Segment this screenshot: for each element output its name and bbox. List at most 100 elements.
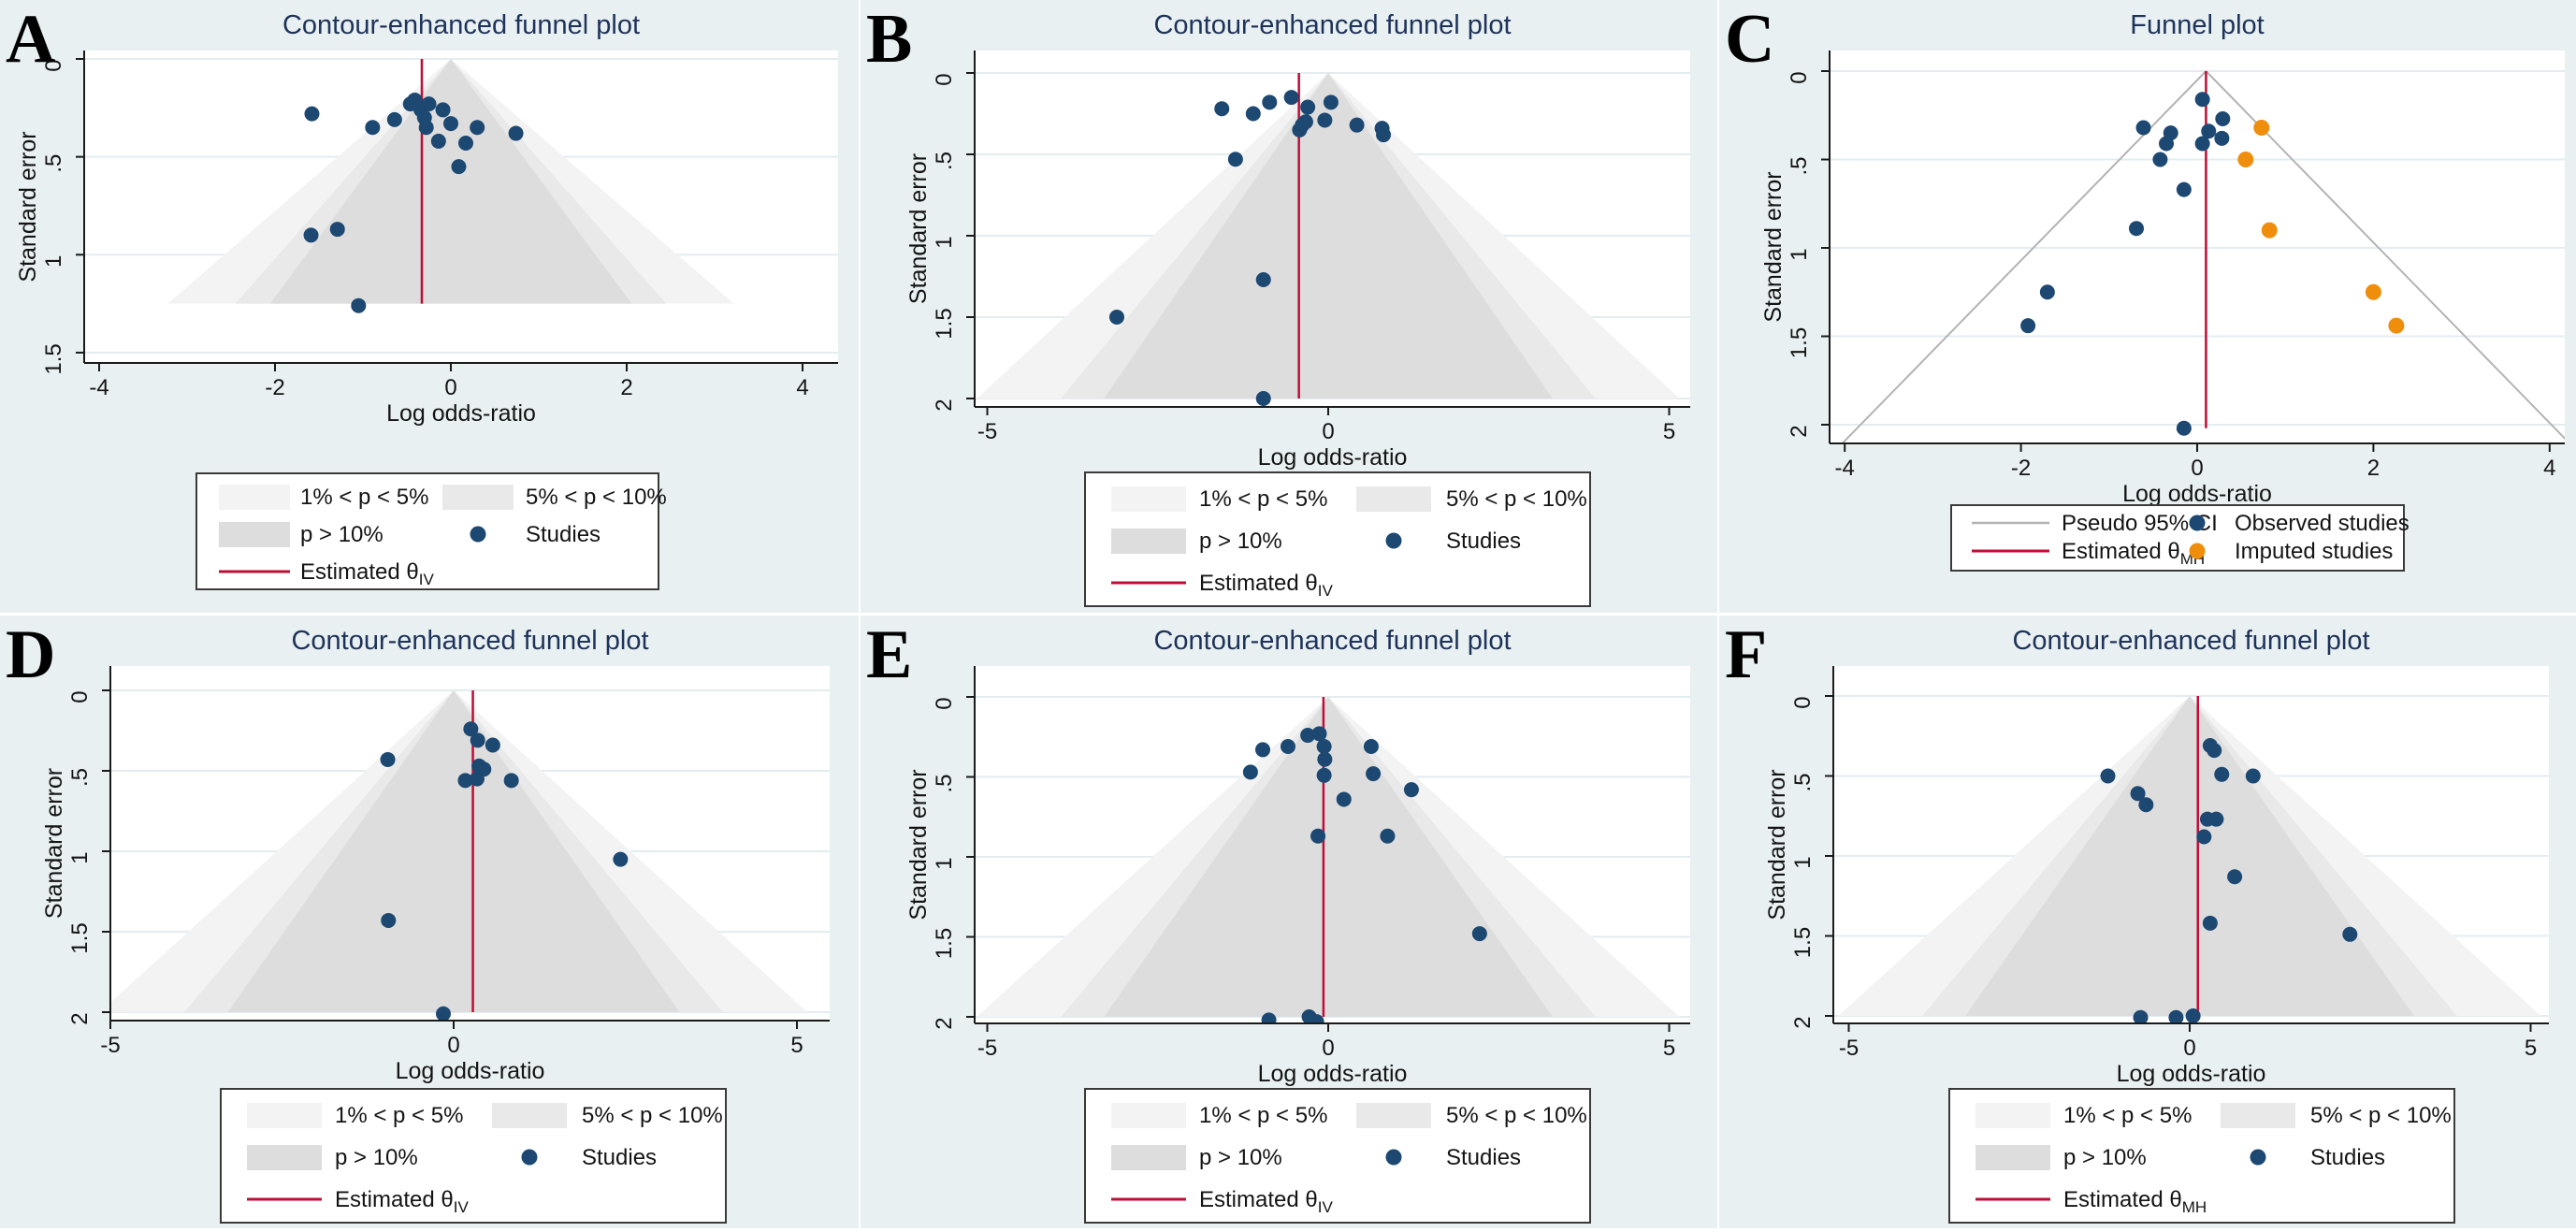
x-tick-label: -5 <box>1839 1036 1859 1061</box>
legend-swatch-p10 <box>247 1145 322 1170</box>
x-tick-label: 5 <box>1663 1036 1675 1061</box>
study-dot <box>430 133 446 149</box>
observed-study-dot <box>2152 152 2168 167</box>
study-dot <box>2208 811 2224 827</box>
study-dot <box>381 912 397 928</box>
study-dot <box>463 721 479 737</box>
y-axis-label: Standard error <box>15 131 41 282</box>
study-dot <box>470 732 485 748</box>
y-tick-label: .5 <box>932 774 957 792</box>
y-tick-label: 1.5 <box>67 922 93 953</box>
legend-estimate-label: Estimated θMH <box>2063 1187 2207 1216</box>
x-axis-label: Log odds-ratio <box>1258 444 1408 471</box>
legend-swatch-5-10 <box>1356 1103 1431 1128</box>
x-tick-label: 5 <box>1663 419 1675 444</box>
legend-label-5-10: 5% < p < 10% <box>1446 1103 1587 1128</box>
contour-band-p10 <box>1965 696 2414 1016</box>
y-tick-label: 2 <box>932 399 957 411</box>
study-dot <box>485 737 500 753</box>
legend-swatch-5-10 <box>492 1103 567 1128</box>
study-dot <box>1349 117 1365 133</box>
y-tick-label: 1 <box>67 851 93 863</box>
y-tick-label: .5 <box>1787 156 1812 175</box>
observed-study-dot <box>2020 318 2036 334</box>
legend-studies-dot-icon <box>1385 532 1402 549</box>
study-dot <box>1261 1012 1277 1023</box>
funnel-chart-E: 0 .5 1 1.5 2 -5 0 5 Log odds-ratio Standard error… <box>866 616 1690 1224</box>
funnel-chart-D: 0 .5 1 1.5 2 -5 0 5 Log odds-ratio Standard error… <box>6 616 830 1224</box>
legend-label-1-5: 1% < p < 5% <box>1199 1103 1327 1128</box>
legend-swatch-1-5 <box>1111 486 1186 512</box>
y-tick-label: 0 <box>932 73 957 85</box>
legend-swatch-1-5 <box>247 1103 322 1128</box>
study-dot <box>380 751 396 767</box>
y-tick-label: 0 <box>932 697 957 709</box>
study-dot <box>1280 739 1295 755</box>
study-dot <box>1300 728 1316 744</box>
observed-study-dot <box>2135 120 2151 136</box>
legend-swatch-p10 <box>219 522 290 547</box>
study-dot <box>1323 94 1339 110</box>
legend: 1% < p < 5% 5% < p < 10% p > 10% Studies Est… <box>195 472 667 590</box>
study-dot <box>1295 117 1310 133</box>
imputed-study-dot <box>2237 152 2254 167</box>
legend-estimate-label: Estimated θIV <box>300 559 434 588</box>
study-dot <box>1403 782 1419 798</box>
legend: 1% < p < 5% 5% < p < 10% p > 10% Studies Est… <box>1084 1088 1591 1224</box>
legend-label-p10: p > 10% <box>335 1145 418 1170</box>
panel-D: 0 .5 1 1.5 2 -5 0 5 Log odds-ratio Standard error… <box>0 616 859 1228</box>
y-tick-label: 0 <box>1790 696 1816 708</box>
funnel-chart-F: 0 .5 1 1.5 2 -5 0 5 Log odds-ratio Standard error… <box>1725 616 2549 1224</box>
legend-label-1-5: 1% < p < 5% <box>1199 486 1327 512</box>
study-dot <box>2130 786 2146 802</box>
observed-study-dot <box>2129 221 2145 237</box>
observed-study-dot <box>2194 136 2210 152</box>
x-tick-label: 5 <box>790 1033 803 1058</box>
y-tick-label: 0 <box>1787 71 1812 83</box>
study-dot <box>2342 926 2358 942</box>
y-axis-label: Standard error <box>905 769 932 920</box>
study-dot <box>329 222 345 238</box>
panel-title: Contour-enhanced funnel plot <box>2012 626 2369 656</box>
observed-study-dot <box>2194 92 2210 108</box>
legend-label-studies: Studies <box>1446 529 1521 554</box>
study-dot <box>470 120 485 136</box>
x-tick-label: 4 <box>796 375 808 400</box>
x-tick-label: -5 <box>977 1036 997 1061</box>
legend-swatch-1-5 <box>1975 1103 2050 1128</box>
imputed-study-dot <box>2388 317 2405 334</box>
x-tick-label: -2 <box>2011 456 2031 481</box>
study-dot <box>1336 791 1352 807</box>
legend-estimate-label: Estimated θIV <box>1199 1187 1333 1216</box>
x-tick-label: -5 <box>100 1033 120 1058</box>
panel-title: Contour-enhanced funnel plot <box>291 626 648 656</box>
panel-letter: B <box>866 1 912 78</box>
study-dot <box>503 773 519 789</box>
study-dot <box>1227 152 1243 167</box>
legend-swatch-p10 <box>1975 1145 2050 1170</box>
y-tick-label: 1 <box>41 255 66 268</box>
observed-study-dot <box>2201 123 2217 139</box>
study-dot <box>443 116 458 132</box>
x-axis-label: Log odds-ratio <box>2117 1061 2266 1087</box>
x-tick-label: 0 <box>1322 419 1334 444</box>
study-dot <box>457 135 473 151</box>
x-tick-label: 0 <box>447 1033 459 1058</box>
legend-box <box>1950 504 2405 572</box>
imputed-study-dot <box>2261 222 2278 239</box>
study-dot <box>1255 271 1271 287</box>
study-dot <box>613 851 629 867</box>
legend-studies-dot-icon <box>521 1149 538 1166</box>
study-dot <box>508 125 524 141</box>
funnel-chart-B: 0 .5 1 1.5 2 -5 0 5 Log odds-ratio Standard error… <box>866 1 1690 607</box>
x-tick-label: 0 <box>1322 1036 1334 1061</box>
legend-swatch-1-5 <box>219 485 290 510</box>
study-dot <box>2202 915 2218 931</box>
funnel-chart-C: 0 .5 1 1.5 2 -4 -2 0 2 4 Log odds-ratio Standard er… <box>1725 1 2565 572</box>
y-tick-label: 2 <box>1790 1016 1816 1028</box>
legend-label-5-10: 5% < p < 10% <box>526 485 667 510</box>
study-dot <box>1471 926 1487 942</box>
contour-band-p10 <box>1104 73 1553 399</box>
study-dot <box>1310 828 1326 844</box>
y-tick-label: 1 <box>1790 856 1816 868</box>
